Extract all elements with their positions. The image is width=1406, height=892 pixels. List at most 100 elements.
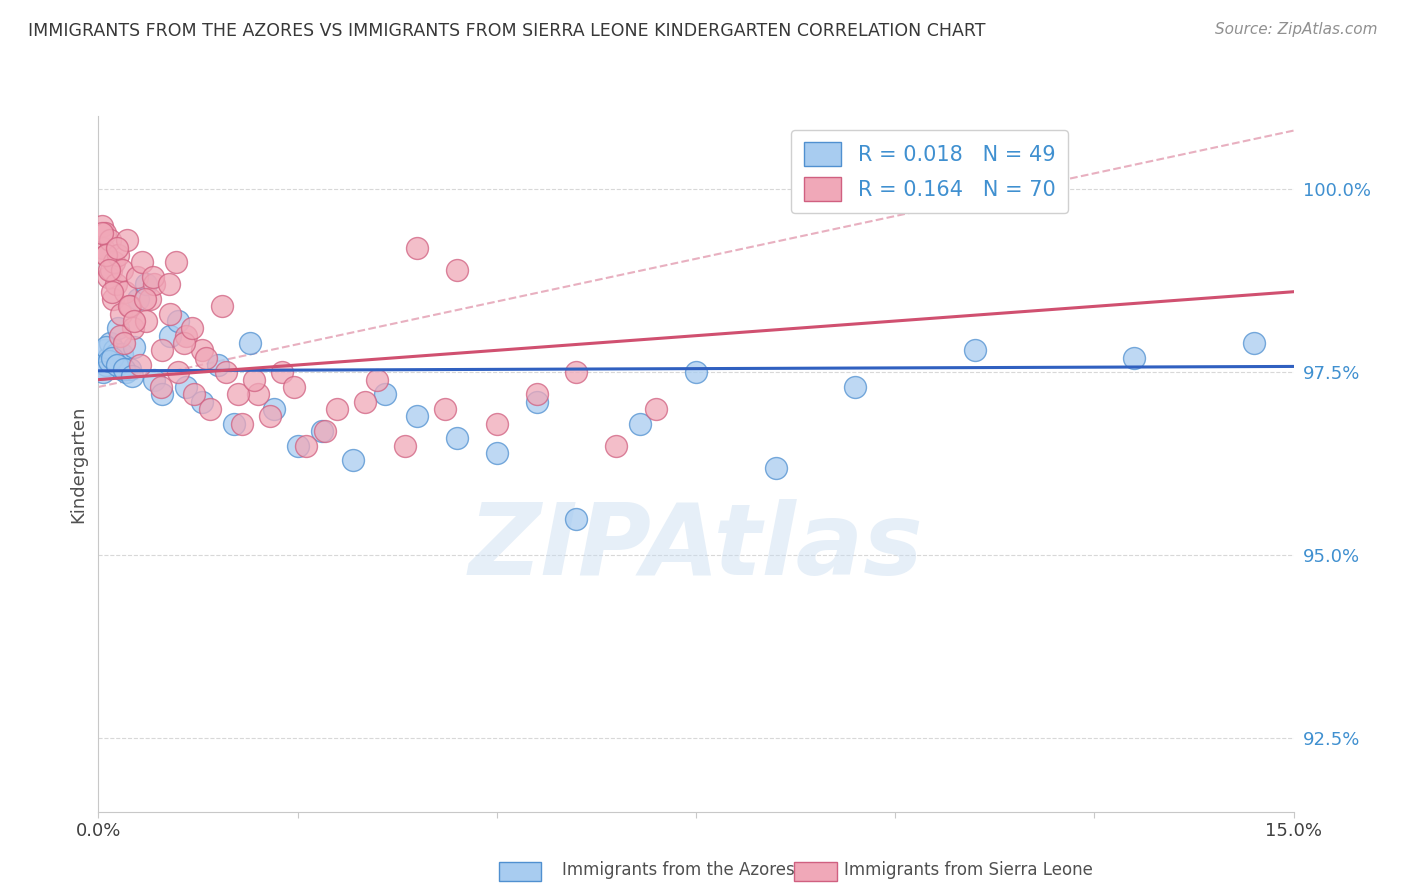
Point [127, 292, 149, 306]
Point [108, 328, 131, 343]
Point [226, 387, 249, 401]
Point [685, 365, 707, 379]
Point [354, 394, 377, 409]
Point [104, 347, 127, 361]
Point [246, 387, 269, 401]
Point [114, 285, 136, 299]
Point [259, 409, 281, 424]
Point [101, 351, 124, 365]
Point [94, 340, 117, 354]
Point [222, 417, 245, 431]
Point [143, 277, 166, 292]
Point [239, 336, 262, 351]
Point [207, 358, 229, 372]
Point [91, 365, 114, 379]
Point [215, 365, 238, 379]
Point [120, 299, 142, 313]
Point [101, 354, 124, 368]
Point [105, 358, 128, 372]
Point [110, 361, 132, 376]
Legend: R = 0.018   N = 49, R = 0.164   N = 70: R = 0.018 N = 49, R = 0.164 N = 70 [792, 130, 1069, 213]
Point [485, 417, 508, 431]
Point [485, 446, 508, 460]
Point [124, 314, 146, 328]
Text: ZIPAtlas: ZIPAtlas [468, 499, 924, 596]
Point [211, 299, 233, 313]
Point [433, 401, 456, 416]
Point [181, 321, 204, 335]
Point [104, 277, 127, 292]
Text: Source: ZipAtlas.com: Source: ZipAtlas.com [1215, 22, 1378, 37]
Point [128, 358, 150, 372]
Point [96, 358, 118, 372]
Point [315, 424, 337, 438]
Point [311, 424, 333, 438]
Point [374, 387, 396, 401]
Point [91, 361, 114, 376]
Point [645, 401, 668, 416]
Point [173, 336, 195, 351]
Text: Immigrants from the Azores: Immigrants from the Azores [562, 861, 796, 879]
Point [100, 262, 122, 277]
Point [135, 314, 157, 328]
Point [174, 380, 197, 394]
Point [1243, 336, 1265, 351]
Text: IMMIGRANTS FROM THE AZORES VS IMMIGRANTS FROM SIERRA LEONE KINDERGARTEN CORRELAT: IMMIGRANTS FROM THE AZORES VS IMMIGRANTS… [28, 22, 986, 40]
Point [101, 285, 124, 299]
Point [131, 255, 153, 269]
Point [366, 373, 388, 387]
Point [167, 314, 190, 328]
Point [121, 368, 143, 383]
Point [118, 299, 141, 313]
Point [122, 321, 145, 335]
Point [150, 387, 173, 401]
Point [446, 431, 468, 445]
Point [159, 307, 181, 321]
Point [101, 292, 124, 306]
Point [103, 255, 125, 269]
Point [94, 343, 117, 358]
Point [283, 380, 305, 394]
Point [107, 248, 129, 262]
Point [446, 262, 468, 277]
Point [195, 351, 218, 365]
Point [110, 307, 132, 321]
Point [98, 336, 122, 351]
Point [198, 401, 221, 416]
Point [231, 417, 253, 431]
Point [191, 343, 214, 358]
Point [143, 373, 166, 387]
Point [167, 365, 190, 379]
Point [406, 409, 429, 424]
Point [166, 255, 188, 269]
Point [90, 219, 112, 233]
Point [98, 234, 121, 248]
Point [124, 340, 146, 354]
Point [342, 453, 364, 467]
Point [159, 328, 181, 343]
Point [628, 417, 651, 431]
Point [135, 277, 157, 292]
Point [91, 226, 114, 240]
Point [526, 394, 548, 409]
Point [565, 512, 588, 526]
Point [150, 343, 173, 358]
Point [91, 241, 114, 255]
Point [111, 347, 134, 361]
Point [1123, 351, 1146, 365]
Point [115, 365, 138, 379]
Point [115, 234, 138, 248]
Point [565, 365, 588, 379]
Point [97, 354, 120, 368]
Point [294, 438, 316, 452]
Point [406, 241, 429, 255]
Point [149, 380, 172, 394]
Point [105, 241, 128, 255]
Point [394, 438, 416, 452]
Point [97, 262, 120, 277]
Point [183, 387, 205, 401]
Point [112, 361, 135, 376]
Point [97, 351, 120, 365]
Point [526, 387, 548, 401]
Point [765, 460, 787, 475]
